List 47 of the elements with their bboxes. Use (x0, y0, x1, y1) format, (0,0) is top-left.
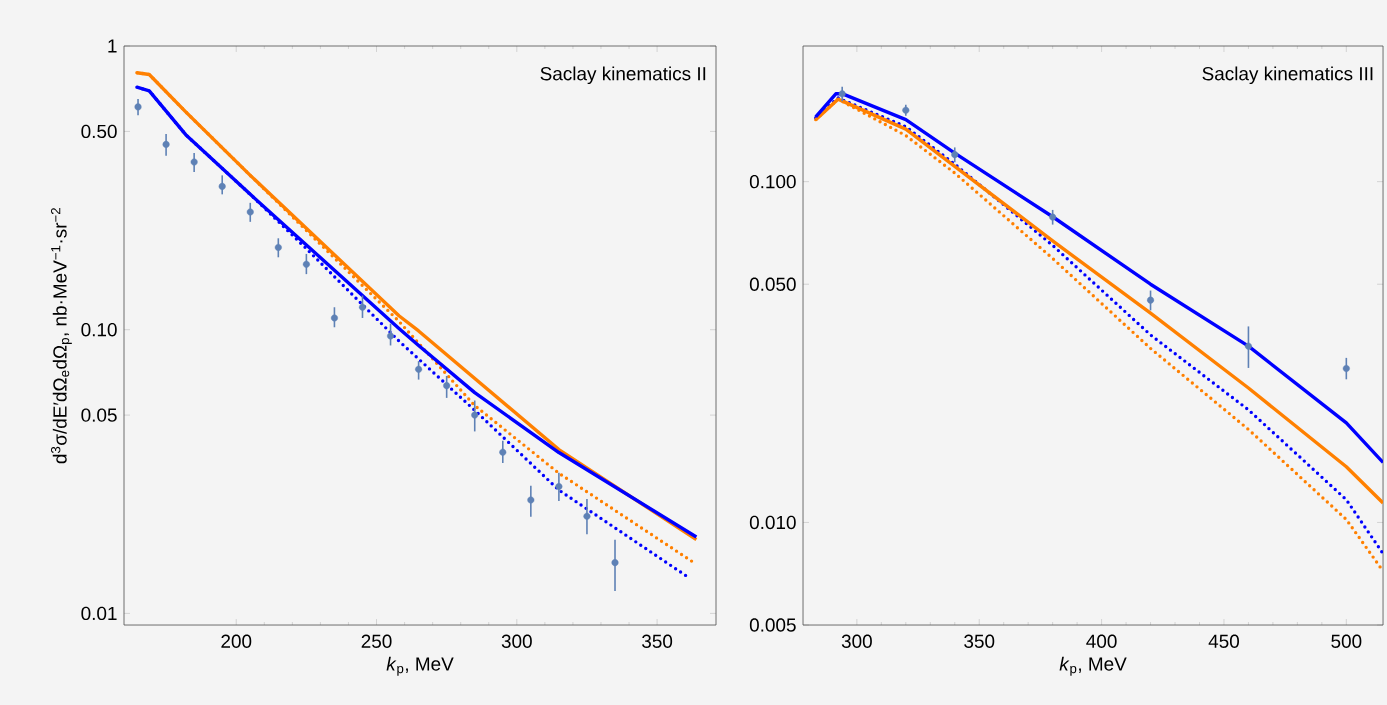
point (838, 90, 846, 98)
point (302, 260, 310, 268)
x-axis-title: k$_{p}$, MeV (386, 656, 454, 676)
x-axis-title: k$_{p}$, MeV (1059, 656, 1127, 676)
x-tick-label: 300 (841, 634, 872, 648)
point (471, 411, 479, 419)
point (1244, 342, 1252, 350)
point (1147, 296, 1155, 304)
y-tick-label: 0.10 (81, 323, 117, 337)
point (274, 243, 282, 251)
point (1342, 364, 1350, 372)
x-tick-label: 200 (221, 634, 252, 648)
text: Saclay kinematics III (1202, 66, 1373, 85)
point (443, 382, 451, 390)
point (555, 483, 563, 491)
x-tick-label: 350 (642, 634, 673, 648)
x-tick-label: 250 (361, 634, 392, 648)
point (527, 496, 535, 504)
x-tick-label: 450 (1208, 634, 1239, 648)
x-tick-label: 300 (501, 634, 532, 648)
point (1049, 213, 1057, 221)
text: d$^{3}$σ/dE′dΩ$_{e}$dΩ$_{p}$, nb·MeV$^{−1}$·sr$^{−2}$ (51, 208, 72, 464)
y-tick-label: 0.50 (81, 124, 117, 139)
point (415, 365, 423, 373)
point (583, 512, 591, 520)
point (190, 158, 198, 166)
point (330, 314, 338, 322)
point (387, 332, 395, 340)
y-tick-label: 1 (108, 39, 117, 53)
point (499, 448, 507, 456)
y-tick-label: 0.01 (81, 606, 117, 621)
x-tick-label: 500 (1331, 634, 1362, 648)
y-tick-label: 0.010 (749, 515, 796, 530)
point (951, 151, 959, 159)
point (358, 303, 366, 311)
x-tick-label: 350 (964, 634, 995, 648)
text: Saclay kinematics II (540, 66, 706, 85)
point (218, 182, 226, 190)
point (134, 103, 142, 111)
y-tick-label: 0.005 (749, 618, 796, 632)
x-tick-label: 400 (1086, 634, 1117, 648)
point (246, 208, 254, 216)
point (611, 559, 619, 567)
y-tick-label: 0.100 (749, 174, 796, 189)
y-tick-label: 0.05 (81, 408, 117, 422)
y-tick-label: 0.050 (749, 277, 796, 291)
point (162, 140, 170, 148)
